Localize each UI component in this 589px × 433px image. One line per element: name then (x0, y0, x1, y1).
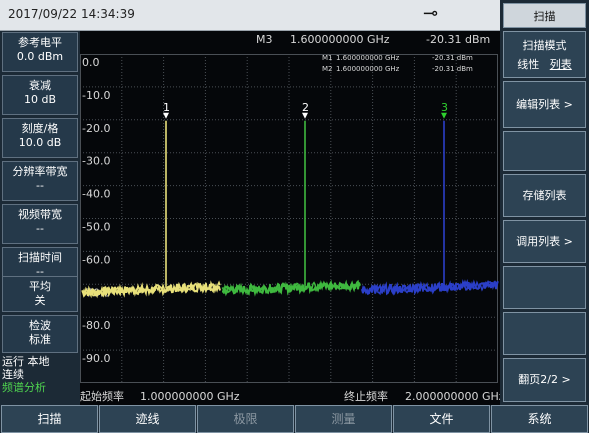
y-tick-label: -40.0 (82, 188, 110, 201)
marker-triangle-icon[interactable] (302, 112, 308, 119)
sweep-mode-label: 扫描模式 (522, 39, 567, 52)
marker-triangle-icon[interactable] (163, 112, 169, 119)
datetime-display: 2017/09/22 14:34:39 (8, 7, 135, 21)
sweep-mode-list: 列表 (549, 58, 572, 71)
function-key-bar: 扫描 迹线 极限 测量 文件 系统 (0, 405, 589, 433)
empty-softkey[interactable] (503, 266, 586, 309)
param-label: 刻度/格 (21, 122, 59, 135)
vbw-param[interactable]: 视频带宽 -- (2, 204, 78, 244)
y-tick-label: -90.0 (82, 352, 110, 365)
param-label: 检波 (29, 319, 51, 332)
marker-number-label: 3 (441, 101, 448, 114)
param-value: -- (36, 265, 44, 278)
param-value: 关 (34, 294, 46, 307)
y-tick-label: -60.0 (82, 253, 110, 266)
run-status-line: 连续 (2, 368, 24, 381)
ref-level-param[interactable]: 参考电平 0.0 dBm (2, 32, 78, 72)
limit-key[interactable]: 极限 (197, 405, 294, 433)
marker-number-label: 2 (302, 101, 309, 114)
marker-table-level: -20.31 dBm (432, 54, 473, 62)
param-label: 衰减 (29, 79, 51, 92)
sweep-mode-button[interactable]: 扫描模式 线性 列表 (503, 31, 586, 78)
plug-icon: ⊸ (423, 3, 439, 24)
trace-green-band (221, 279, 361, 296)
param-label: 扫描时间 (18, 251, 62, 264)
empty-softkey[interactable] (503, 312, 586, 355)
system-key[interactable]: 系统 (491, 405, 588, 433)
stop-freq-label: 终止频率 (344, 389, 388, 403)
marker-table-name: M2 (322, 65, 333, 73)
trace-yellow-band (81, 280, 221, 299)
y-tick-label: -20.0 (82, 122, 110, 135)
param-label: 平均 (29, 280, 51, 293)
trace-key[interactable]: 迹线 (99, 405, 196, 433)
measure-key[interactable]: 测量 (295, 405, 392, 433)
param-label: 参考电平 (18, 36, 62, 49)
trace-blue-band (361, 280, 499, 296)
marker-readout-name: M3 (256, 33, 273, 46)
spectrum-display[interactable]: 0.0 -10.0 -20.0 -30.0 -40.0 -50.0 -60.0 -70.0 -8… (80, 31, 500, 405)
start-freq-label: 起始频率 (80, 389, 124, 403)
y-tick-label: -30.0 (82, 155, 110, 168)
run-status-line: 运行 本地 (2, 355, 50, 368)
param-label: 视频带宽 (18, 208, 62, 221)
marker-table-freq: 1.600000000 GHz (336, 65, 400, 73)
param-value: -- (36, 179, 44, 192)
marker-table-freq: 1.600000000 GHz (336, 54, 400, 62)
page-button[interactable]: 翻页2/2 > (503, 358, 586, 402)
attenuation-param[interactable]: 衰减 10 dB (2, 75, 78, 115)
y-tick-label: -10.0 (82, 89, 110, 102)
param-label: 分辨率带宽 (12, 165, 68, 178)
empty-softkey[interactable] (503, 131, 586, 171)
rbw-param[interactable]: 分辨率带宽 -- (2, 161, 78, 201)
save-list-button[interactable]: 存储列表 (503, 174, 586, 217)
marker-readout-freq: 1.600000000 GHz (290, 33, 390, 46)
sweep-key[interactable]: 扫描 (1, 405, 98, 433)
stop-freq-value: 2.000000000 GHz (405, 390, 500, 403)
param-value: 标准 (29, 333, 51, 346)
run-status: 运行 本地 连续 频谱分析 (0, 355, 80, 405)
parameter-panel: 参考电平 0.0 dBm 衰减 10 dB 刻度/格 10.0 dB 分辨率带宽… (0, 31, 80, 405)
y-tick-label: -50.0 (82, 221, 110, 234)
param-value: 10 dB (23, 93, 57, 106)
marker-number-label: 1 (163, 101, 170, 114)
marker-table-level: -20.31 dBm (432, 65, 473, 73)
marker-triangle-icon[interactable] (441, 112, 447, 119)
y-tick-label: -80.0 (82, 319, 110, 332)
softkey-panel: 扫描 扫描模式 线性 列表 编辑列表 > 存储列表 调用列表 > 翻页2/2 > (500, 0, 589, 405)
scale-per-div-param[interactable]: 刻度/格 10.0 dB (2, 118, 78, 158)
softkey-menu-title: 扫描 (503, 3, 586, 28)
trace-group (81, 120, 499, 299)
param-value: 10.0 dB (18, 136, 62, 149)
marker-group: 1 2 3 (163, 101, 448, 119)
average-param[interactable]: 平均 关 (2, 276, 78, 312)
sweep-mode-linear: 线性 (517, 58, 540, 71)
edit-list-button[interactable]: 编辑列表 > (503, 81, 586, 128)
detector-param[interactable]: 检波 标准 (2, 315, 78, 353)
y-tick-label: 0.0 (82, 56, 100, 69)
start-freq-value: 1.000000000 GHz (140, 390, 240, 403)
param-value: -- (36, 222, 44, 235)
status-bar: 2017/09/22 14:34:39 ⊸ (0, 0, 500, 31)
graticule (80, 54, 498, 383)
param-value: 0.0 dBm (16, 50, 64, 63)
marker-readout-level: -20.31 dBm (426, 33, 490, 46)
file-key[interactable]: 文件 (393, 405, 490, 433)
recall-list-button[interactable]: 调用列表 > (503, 220, 586, 263)
marker-table-name: M1 (322, 54, 333, 62)
mode-indicator: 频谱分析 (2, 381, 46, 394)
y-axis-labels: 0.0-10.0-20.0-30.0-40.0-50.0-60.0-70.0-8… (82, 56, 110, 365)
